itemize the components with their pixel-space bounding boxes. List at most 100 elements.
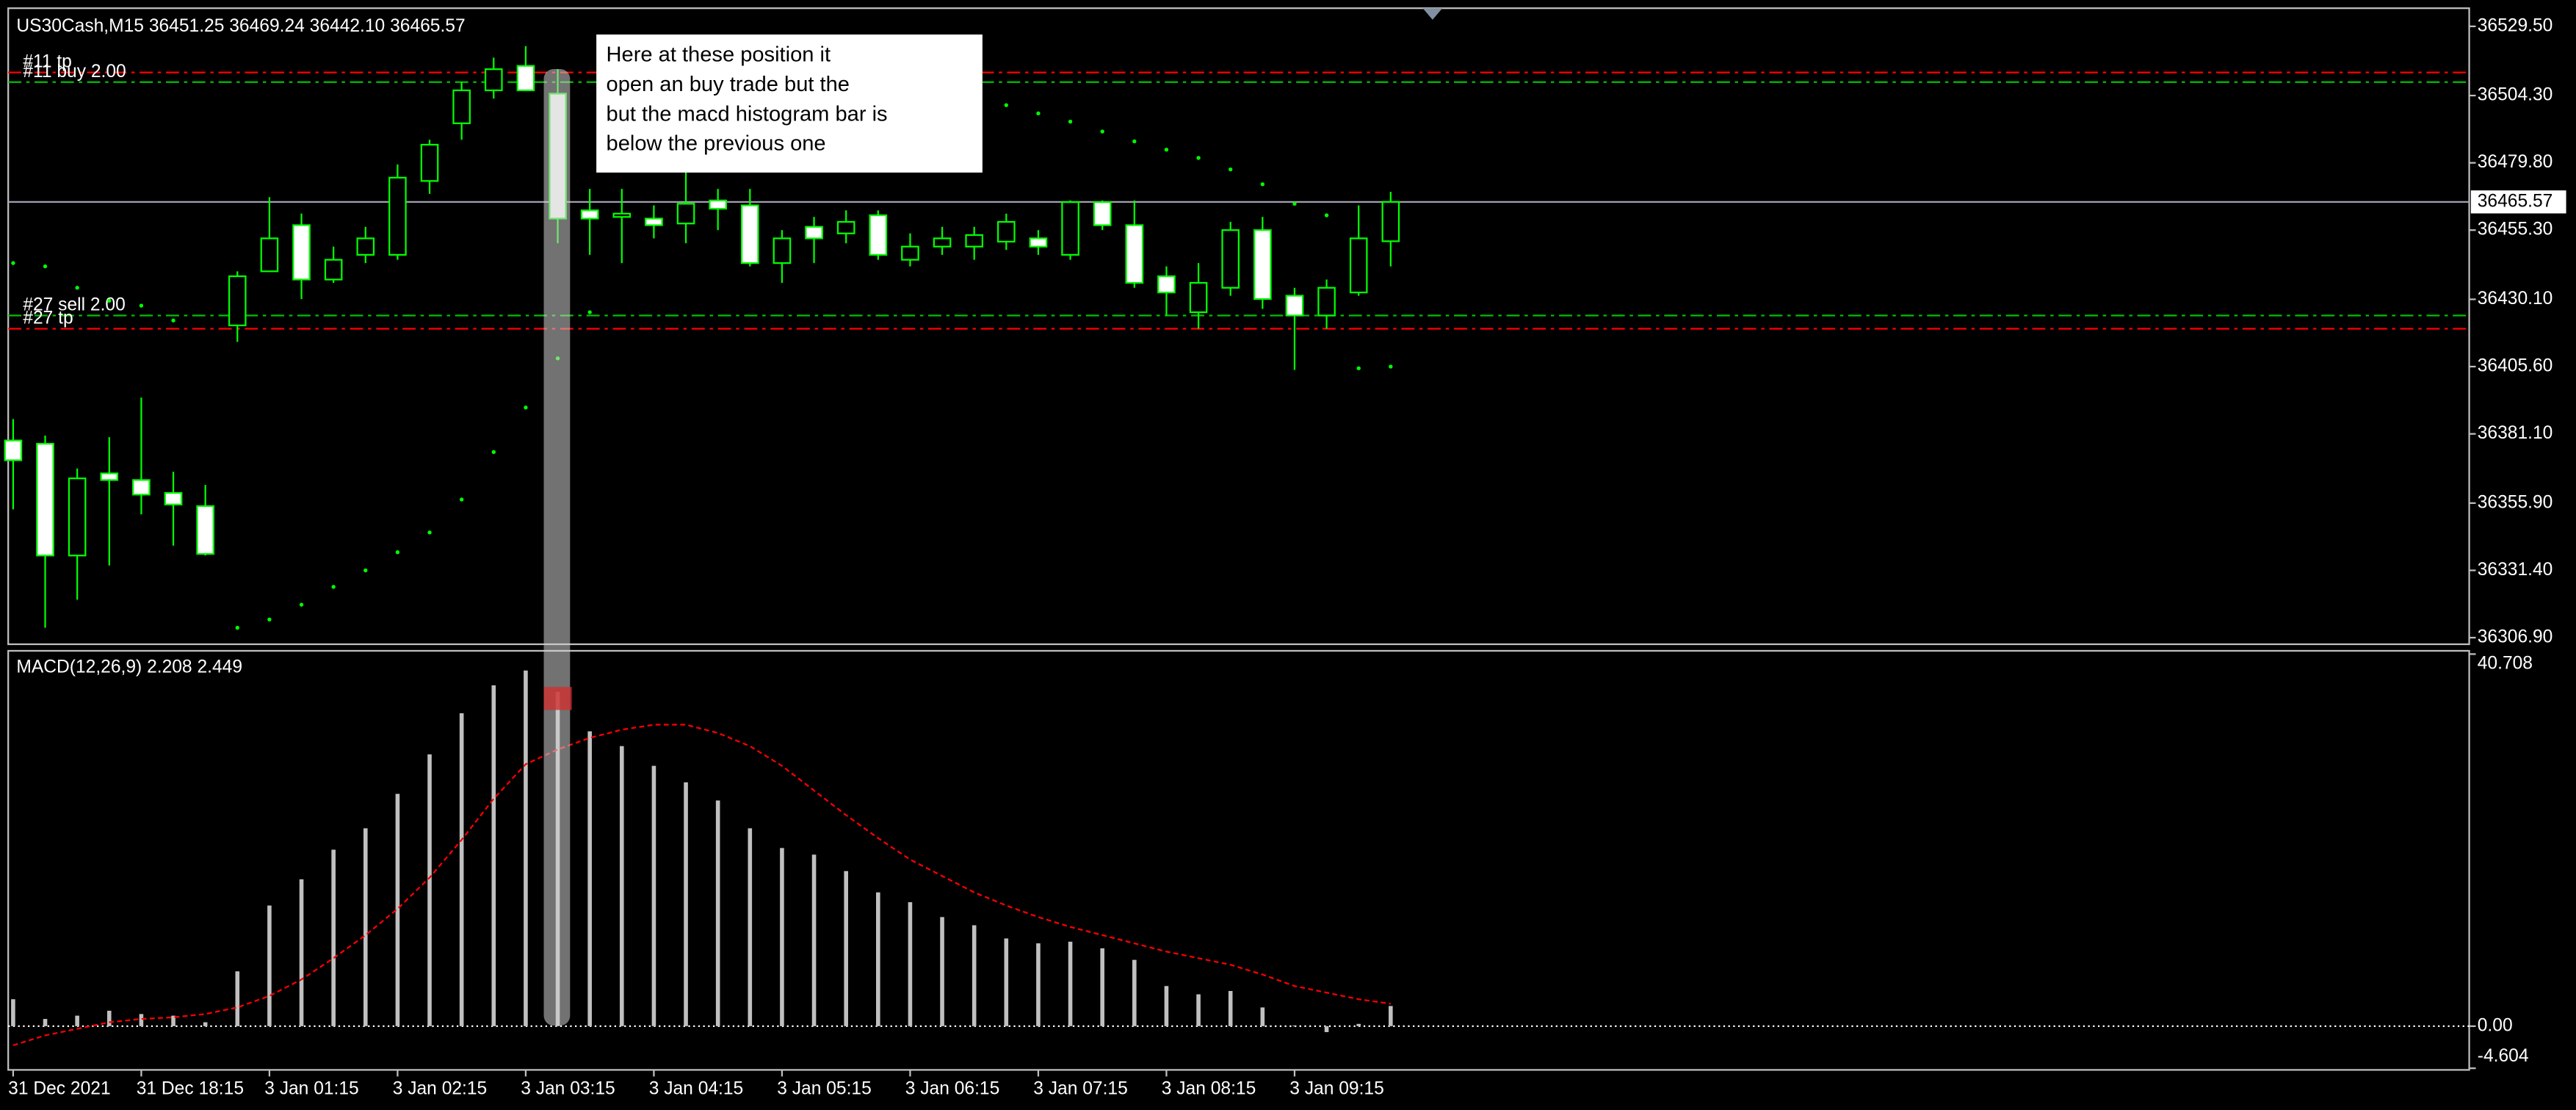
sar-dot [1132,139,1137,144]
sar-dot [107,298,112,303]
order-level-label: #11 tp [23,52,72,72]
y-tick-label: 36306.90 [2478,627,2553,647]
candle-body [869,214,888,256]
macd-pane [7,649,2470,1071]
header-value: 36469.24 [229,15,305,35]
x-tick-label: 3 Jan 08:15 [1162,1079,1256,1099]
x-tick-label: 3 Jan 06:15 [905,1079,1000,1099]
candle-body [805,226,823,239]
sar-dot [235,625,239,630]
sar-dot [1292,201,1297,206]
y-tick-label: 36381.10 [2478,423,2553,443]
candle-body [484,68,503,92]
annotation: but the macd histogram bar is [607,102,888,126]
candle-body [1125,224,1144,284]
candle-body [1221,229,1240,289]
candle-body [164,491,183,505]
sar-dot [1260,182,1265,187]
candle-body [292,224,311,281]
sar-dot [587,310,592,314]
candle-body [1349,237,1368,294]
sar-dot [427,530,432,535]
candle-body [196,505,214,555]
macd-header: MACD(12,26,9) 2.208 2.449 [16,657,242,677]
annotation: open an buy trade but the [607,73,850,96]
sar-dot [1356,366,1361,370]
candle-body [1253,229,1272,300]
candle-body [100,472,119,481]
plot-layer: 36529.50 36504.30 36479.80 36455.30 36430.10… [4,15,2566,1099]
sar-dot [1229,167,1233,172]
sar-dot [75,286,79,290]
sar-dot [1389,364,1393,369]
candle-body [4,439,23,461]
candle-body [676,203,695,225]
y-tick-label: 40.708 [2478,653,2533,673]
sar-dot [1100,129,1104,134]
candle-body [645,217,663,226]
signal-line [12,724,1391,1046]
candle-body [933,237,952,248]
y-tick-label: 36504.30 [2478,85,2553,105]
sar-dot [1004,103,1008,107]
order-level-label: #27 sell 2.00 [23,295,125,315]
candle-body [1285,295,1304,317]
sar-dot [363,568,368,573]
header-value: 36465.57 [390,15,466,35]
price-label: 36465.57 [2478,191,2553,211]
signal-value: 2.449 [197,657,242,677]
sar-dot [331,585,336,589]
price-label-bg [2470,190,2566,214]
candle-body [965,234,983,248]
y-tick-label: 36455.30 [2478,220,2553,239]
price-pane [7,7,2470,646]
sar-dot [1196,156,1201,160]
candle-body [324,259,343,281]
y-tick-label: 36430.10 [2478,289,2553,309]
candle-body [1157,275,1176,294]
candle-body [997,220,1016,243]
candle-body [773,237,792,264]
highlight-bar [543,68,571,1026]
candle-body [901,245,919,261]
y-tick-label: -4.604 [2478,1046,2529,1066]
candle-body [388,176,407,256]
candle-body [740,204,759,264]
y-tick-label: 36405.60 [2478,356,2553,376]
chart-header: US30Cash,M15 36451.25 36469.24 36442.10 … [16,15,465,35]
header-value: 36442.10 [310,15,386,35]
candle-body [516,65,535,92]
x-tick-label: 31 Dec 18:15 [137,1079,244,1099]
y-tick-label: 36529.50 [2478,15,2553,35]
annotation-box [596,34,983,173]
sar-dot [1068,119,1073,124]
x-tick-label: 3 Jan 07:15 [1033,1079,1128,1099]
sar-dot [43,264,48,269]
y-tick-label: 36355.90 [2478,492,2553,512]
annotation: Here at these position it [607,43,831,67]
x-tick-label: 3 Jan 05:15 [777,1079,872,1099]
shift-marker[interactable] [1422,8,1443,20]
candle-body [260,237,279,273]
candle-body [1029,237,1048,248]
y-tick-label: 36331.40 [2478,560,2553,580]
indicator-name: MACD(12,26,9) [16,657,142,677]
x-tick-label: 3 Jan 09:15 [1289,1079,1384,1099]
sar-dot [1036,111,1041,116]
candle-body [612,212,632,218]
x-tick-label: 31 Dec 2021 [8,1079,110,1099]
sar-dot [491,450,496,454]
sar-dot [524,406,528,410]
annotation: below the previous one [607,132,826,156]
candle-body [836,220,855,234]
candle-body [132,479,151,496]
candle-body [709,199,727,210]
x-tick-label: 3 Jan 01:15 [264,1079,359,1099]
x-tick-label: 3 Jan 03:15 [521,1079,615,1099]
y-tick-label: 36479.80 [2478,152,2553,172]
order-level-label: #11 buy 2.00 [23,62,126,82]
candle-body [1189,281,1208,314]
candle-body [68,477,87,557]
